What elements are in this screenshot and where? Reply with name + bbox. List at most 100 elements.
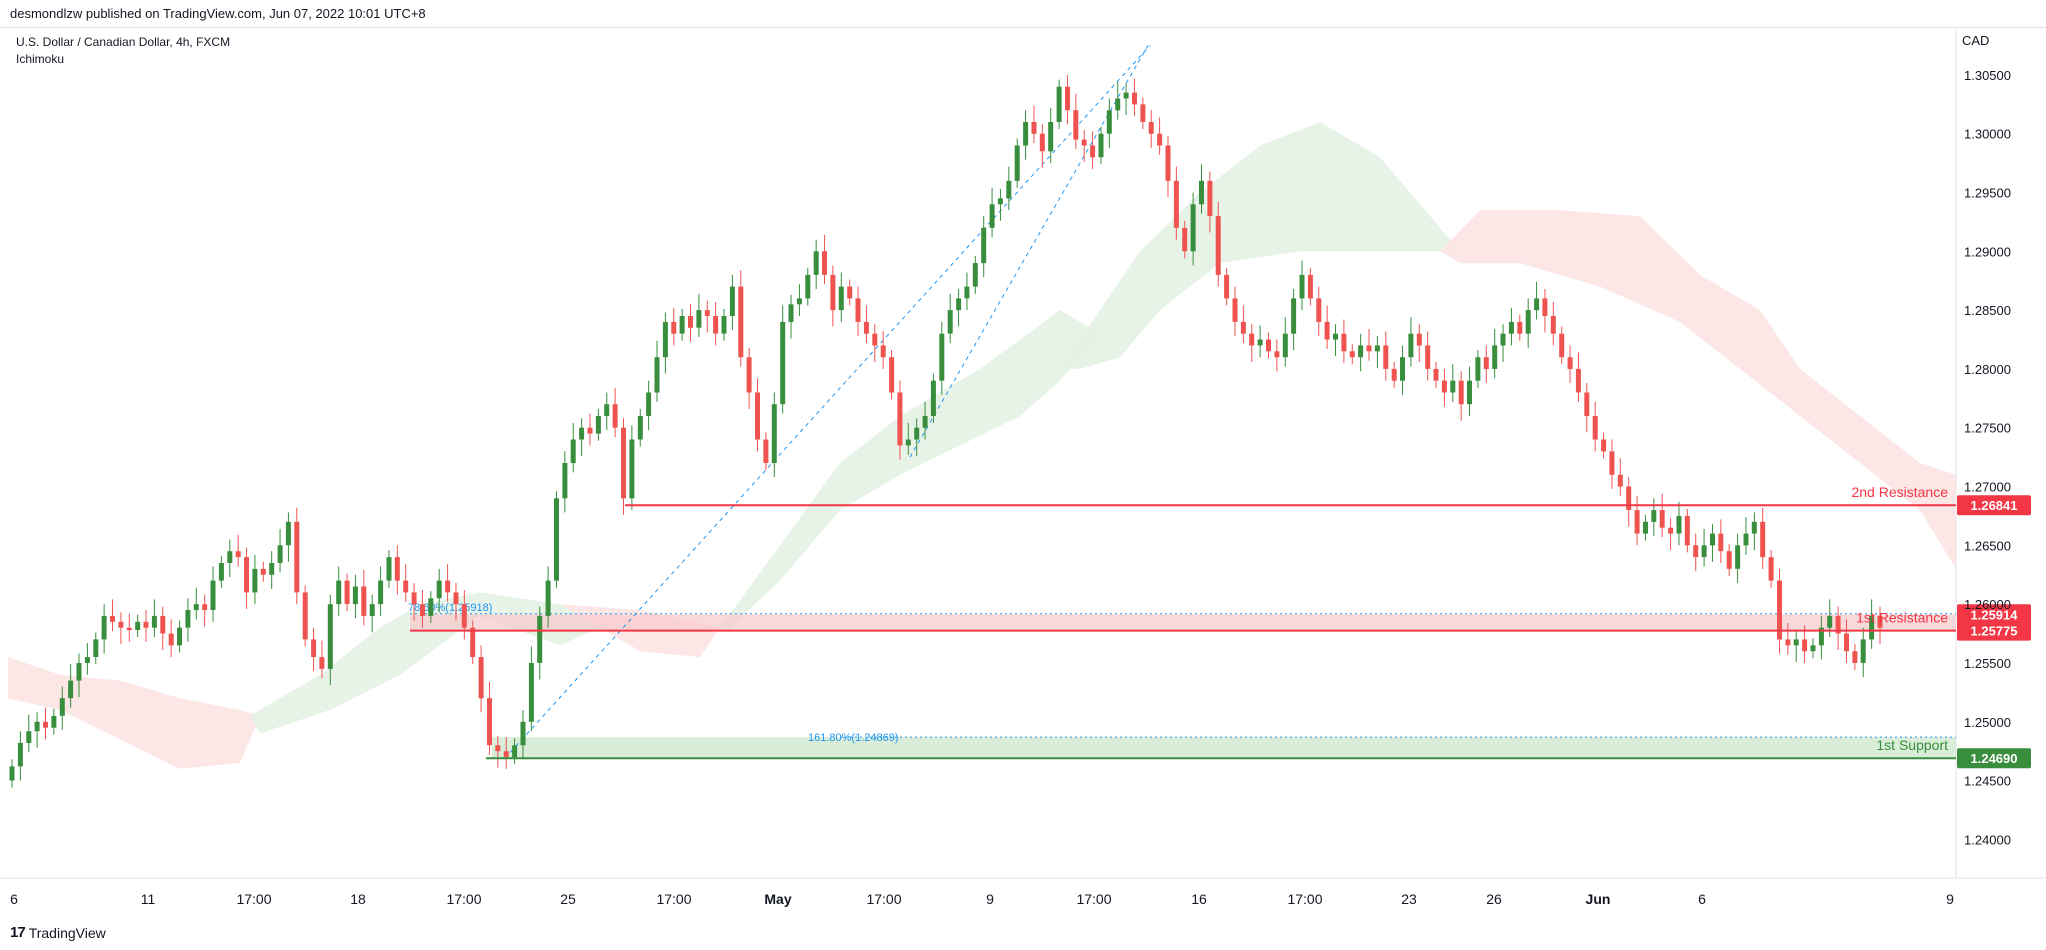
candle-body [1132, 92, 1137, 105]
candle [352, 574, 358, 619]
price-tick-label: 1.28000 [1964, 362, 2011, 377]
candle-body [1374, 345, 1380, 352]
candle [1374, 336, 1380, 368]
candle [1483, 345, 1489, 384]
candle-body [830, 274, 836, 311]
candle [512, 738, 518, 765]
candle [587, 413, 593, 446]
candle-body [780, 321, 786, 405]
candle [1182, 220, 1188, 259]
candle [1349, 344, 1355, 365]
candle-body [503, 751, 509, 758]
candle [1684, 508, 1690, 553]
candle-body [1274, 351, 1280, 358]
candle [1542, 289, 1548, 333]
candle [1232, 286, 1238, 336]
candle [780, 305, 786, 414]
candle-body [1726, 551, 1732, 569]
candle-body [637, 416, 643, 440]
candle-body [269, 563, 275, 575]
candle [972, 256, 978, 294]
candle [1224, 267, 1230, 306]
time-axis[interactable]: 6 11 17:00 18 17:00 25 17:00 May 17:00 9 17:00 16 17… [10, 891, 1954, 907]
candle-body [570, 439, 576, 463]
resistance-zone [410, 614, 1956, 631]
candle-body [822, 251, 827, 275]
candle-body [294, 521, 300, 593]
price-tag [1957, 620, 2031, 641]
candle [763, 432, 769, 471]
candle [1659, 493, 1665, 538]
candle-body [227, 551, 233, 563]
candle [1475, 350, 1481, 388]
candle [168, 619, 174, 658]
candle-body [528, 663, 534, 722]
tradingview-logo-text: TradingView [28, 924, 106, 941]
candle-body [1818, 627, 1824, 646]
candle [1433, 361, 1439, 388]
candle [688, 304, 693, 342]
candle [1299, 260, 1305, 311]
candle [1592, 401, 1598, 452]
candle-body [1827, 615, 1833, 628]
level-lines: 2nd Resistance 1.26841 1st Resistance 1.257… [410, 484, 2031, 769]
candle-body [738, 286, 744, 358]
candle [1098, 126, 1104, 165]
candle-body [1651, 510, 1657, 522]
candle [378, 566, 384, 616]
candle [269, 551, 275, 589]
candle [1165, 136, 1171, 198]
candle [1818, 615, 1824, 660]
candle-body [160, 615, 166, 634]
candle-body [369, 604, 375, 616]
candle [847, 279, 853, 306]
candle [1852, 644, 1858, 670]
candle-body [1634, 510, 1640, 534]
candle-body [1751, 521, 1757, 534]
candle [76, 653, 82, 698]
candle [160, 606, 166, 650]
candle-body [76, 663, 82, 681]
candle [1777, 568, 1782, 654]
candle-body [1467, 380, 1472, 405]
candle-body [947, 310, 953, 334]
price-tick-label: 1.26500 [1964, 538, 2011, 553]
candle-body [1199, 180, 1204, 205]
candle-body [1073, 110, 1079, 140]
fib-161-label: 161.80%(1.24869) [808, 732, 899, 744]
candle-body [1056, 86, 1062, 122]
candle [1567, 345, 1573, 384]
candle [1668, 518, 1674, 551]
candle [1148, 110, 1154, 148]
candle-body [1173, 180, 1179, 228]
candle [218, 555, 224, 588]
time-tick-label: 17:00 [1076, 891, 1111, 907]
candle-body [1877, 615, 1883, 628]
candle [110, 599, 115, 632]
candle [1508, 307, 1514, 346]
time-tick-label: 17:00 [236, 891, 271, 907]
candle [1307, 267, 1313, 306]
tradingview-logo[interactable]: 17 TradingView [10, 924, 106, 941]
candle-body [771, 404, 777, 463]
candle-body [520, 721, 526, 746]
support-zone [492, 737, 1956, 759]
candle-body [1400, 357, 1405, 381]
chart-area[interactable]: 78.60%(1.25918)161.80%(1.24869) 2nd Resi… [0, 28, 2046, 916]
candle-body [1433, 368, 1439, 381]
symbol-line: U.S. Dollar / Canadian Dollar, 4h, FXCM [16, 35, 231, 49]
candle-body [1659, 510, 1665, 528]
candle-body [411, 592, 417, 605]
price-axis[interactable]: 1.30500 1.30000 1.29500 1.29000 1.28500 1.280… [1964, 68, 2011, 847]
candle [1240, 305, 1246, 344]
candle-body [1006, 180, 1012, 199]
candle-body [1601, 439, 1607, 452]
candle-body [1391, 368, 1397, 381]
candle-body [177, 627, 182, 646]
candle-body [662, 321, 668, 358]
candle [1500, 324, 1506, 362]
candle-body [1450, 380, 1456, 393]
candle [51, 708, 57, 735]
time-tick-label: 17:00 [1287, 891, 1322, 907]
candle-body [1257, 339, 1263, 346]
